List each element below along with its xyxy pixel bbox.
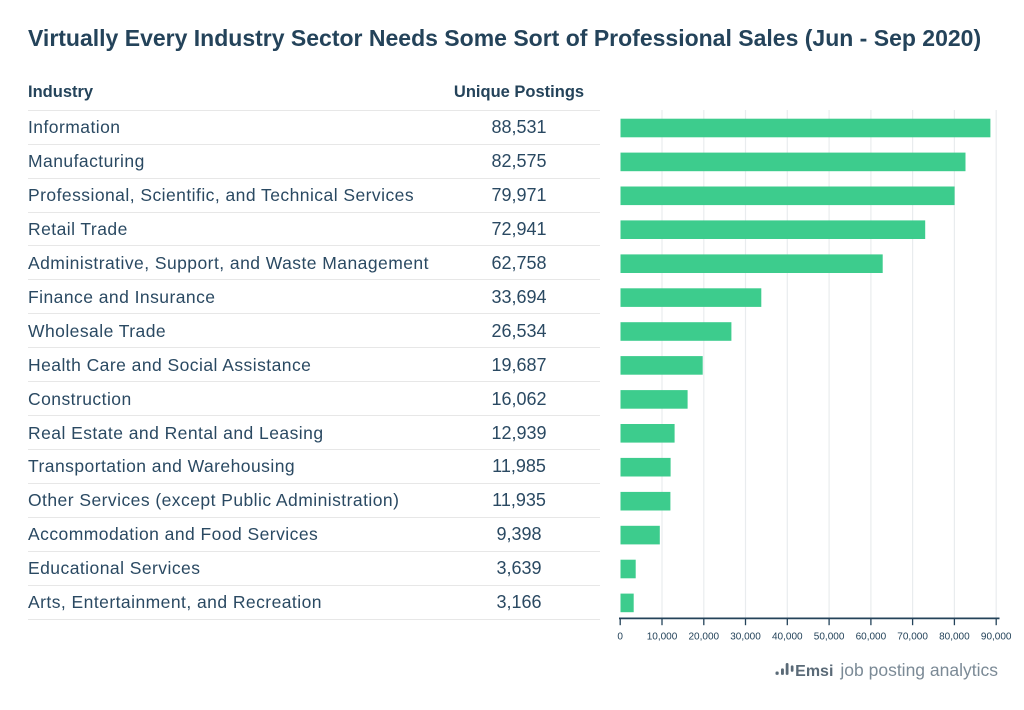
- svg-text:70,000: 70,000: [897, 632, 928, 643]
- svg-text:0: 0: [617, 632, 623, 643]
- svg-text:10,000: 10,000: [647, 632, 678, 643]
- svg-text:40,000: 40,000: [772, 632, 803, 643]
- svg-text:50,000: 50,000: [814, 632, 845, 643]
- svg-text:80,000: 80,000: [939, 632, 970, 643]
- svg-text:20,000: 20,000: [689, 632, 720, 643]
- svg-text:90,000: 90,000: [981, 632, 1012, 643]
- svg-text:60,000: 60,000: [856, 632, 887, 643]
- svg-text:30,000: 30,000: [730, 632, 761, 643]
